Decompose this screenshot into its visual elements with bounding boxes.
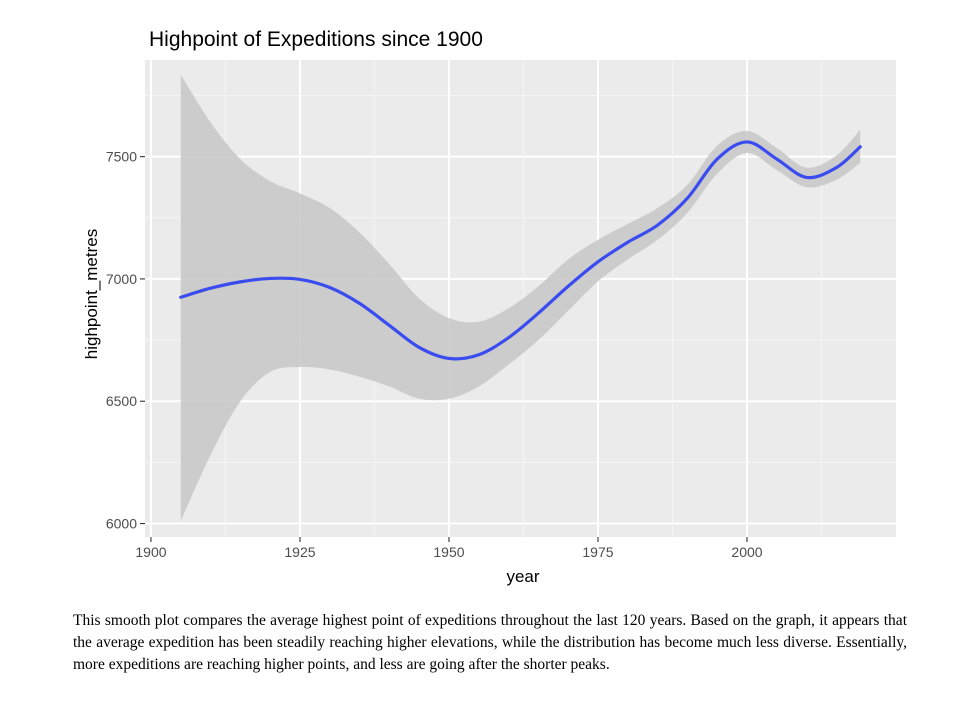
y-tick-label: 6500 [106,393,137,409]
confidence-ribbon [180,74,861,522]
x-axis-label: year [506,567,539,586]
x-tick-label: 2000 [731,544,762,560]
x-tick-label: 1925 [284,544,315,560]
figure-caption: This smooth plot compares the average hi… [73,612,907,673]
x-axis-ticks: 1900 1925 1950 1975 2000 [135,537,763,560]
y-tick-label: 7000 [106,271,137,287]
y-axis-ticks: 6000 6500 7000 7500 [106,149,145,532]
x-tick-label: 1900 [135,544,166,560]
y-tick-label: 7500 [106,149,137,165]
smooth-line-chart: Highpoint of Expeditions since 1900 6000… [82,28,896,586]
x-tick-label: 1950 [433,544,464,560]
chart-title: Highpoint of Expeditions since 1900 [149,28,483,51]
y-axis-label: highpoint_metres [82,229,101,359]
y-tick-label: 6000 [106,516,137,532]
trend-line [179,140,862,361]
x-tick-label: 1975 [582,544,613,560]
